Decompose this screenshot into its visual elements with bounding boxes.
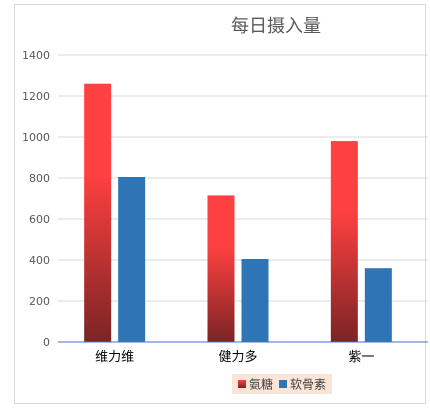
- bar-series-1: [207, 195, 235, 342]
- y-tick-label: 1400: [22, 49, 50, 62]
- legend-label: 软骨素: [290, 378, 326, 392]
- bars-layer: [84, 83, 392, 342]
- y-tick-label: 400: [29, 254, 50, 267]
- y-tick-label: 600: [29, 213, 50, 226]
- bar-series-2: [241, 258, 269, 342]
- legend-label: 氨糖: [249, 377, 273, 392]
- axis-layer: 0 200 400 600 800 1000 1200 1400 维力维 健力多 紫一: [22, 49, 428, 365]
- legend-swatch: [279, 380, 288, 388]
- y-tick-label: 200: [29, 295, 50, 308]
- x-category-label: 健力多: [218, 349, 257, 365]
- x-category-label: 紫一: [348, 350, 374, 365]
- bar-series-2: [118, 176, 146, 342]
- y-tick-label: 800: [29, 172, 50, 185]
- y-tick-label: 0: [43, 336, 50, 349]
- chart-title: 每日摄入量: [231, 16, 321, 37]
- y-tick-label: 1200: [22, 90, 50, 103]
- bar-series-2: [364, 268, 392, 342]
- x-category-label: 维力维: [95, 350, 134, 365]
- bar-series-1: [84, 83, 112, 342]
- legend-swatch: [238, 380, 246, 388]
- chart-frame: 0 200 400 600 800 1000 1200 1400 维力维 健力多 紫一 每日摄入量 …: [14, 4, 428, 404]
- bar-series-1: [330, 141, 358, 342]
- y-tick-label: 1000: [22, 131, 50, 144]
- legend: 氨糖 软骨素: [232, 374, 333, 394]
